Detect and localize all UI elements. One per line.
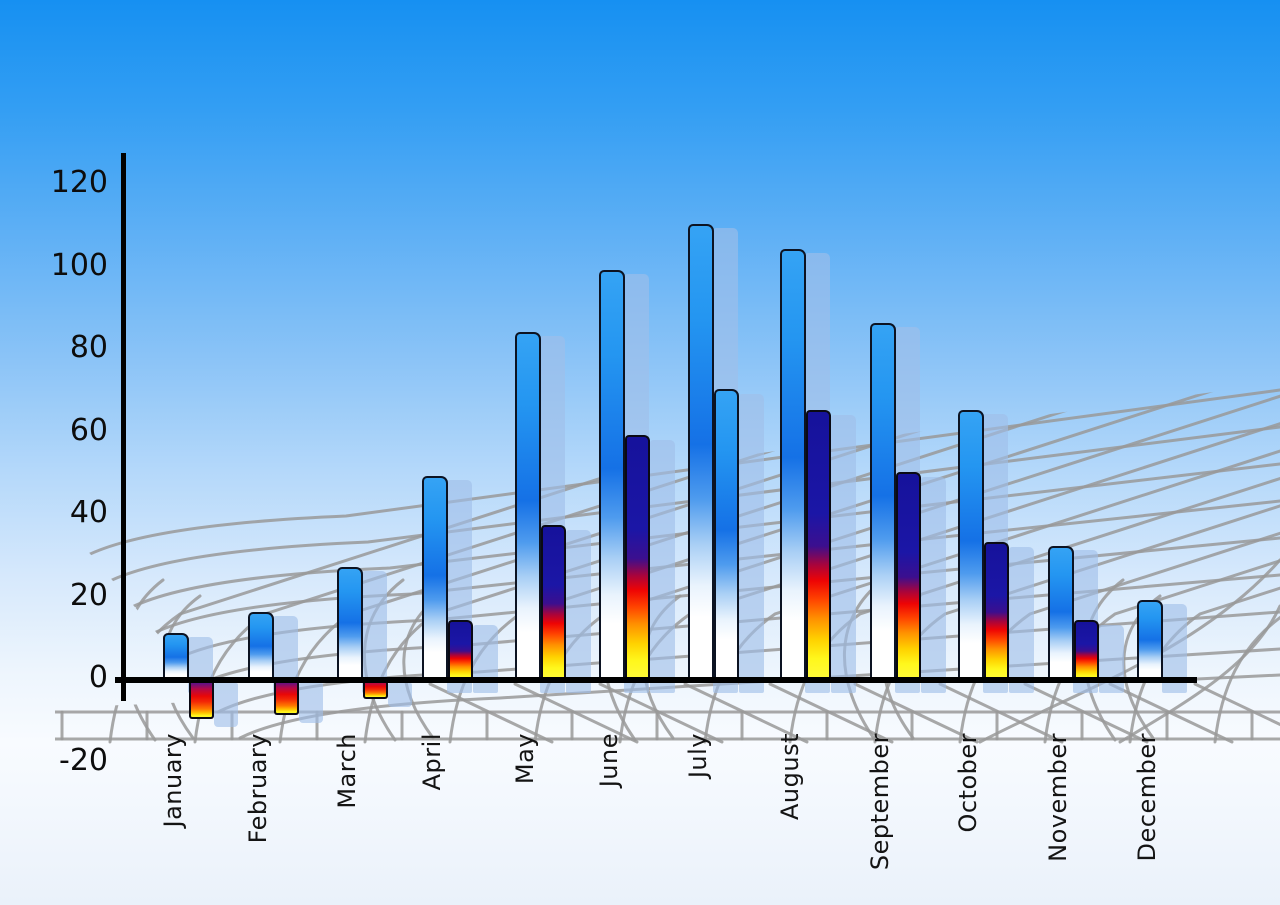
y-tick-label--20: -20 [59, 742, 108, 778]
bar-shadow-secondary-june [650, 439, 675, 693]
bar-shadow-secondary-september [921, 476, 946, 693]
bar-shadow-secondary-march [388, 683, 412, 707]
y-tick-label-80: 80 [69, 330, 108, 365]
bar-secondary-june [625, 434, 650, 680]
bar-primary-december [1137, 599, 1163, 681]
bar-secondary-february [274, 677, 299, 716]
bar-primary-march [337, 566, 363, 681]
bar-primary-november [1048, 546, 1074, 681]
bar-shadow-secondary-may [566, 530, 591, 693]
bar-secondary-may [541, 525, 566, 680]
grid-line [84, 388, 1280, 558]
y-axis-line [121, 153, 126, 701]
x-tick-label-april: April [418, 733, 446, 791]
x-tick-label-july: July [684, 733, 712, 779]
y-tick-label-100: 100 [50, 247, 108, 283]
y-tick-label-60: 60 [69, 412, 108, 448]
bar-primary-april [422, 475, 448, 681]
x-axis-zero-line [115, 677, 1197, 683]
bar-secondary-january [189, 677, 214, 720]
bar-shadow-secondary-january [214, 683, 238, 728]
x-tick-label-september: September [866, 733, 894, 871]
bar-secondary-april [448, 620, 473, 680]
bar-primary-february [248, 612, 274, 681]
bar-secondary-august [806, 409, 831, 680]
y-tick-label-20: 20 [69, 577, 108, 613]
x-tick-label-october: October [954, 733, 982, 833]
bar-primary-july [688, 224, 714, 681]
x-tick-label-december: December [1133, 733, 1161, 862]
bar-primary-october [958, 409, 984, 681]
bar-primary-january [163, 632, 189, 681]
grid-line [1118, 604, 1280, 744]
y-tick-label-0: 0 [88, 660, 108, 695]
bar-shadow-secondary-july [739, 394, 764, 693]
bar-secondary-september [896, 471, 921, 680]
bar-shadow-secondary-august [831, 414, 856, 693]
bar-shadow-secondary-october [1009, 546, 1034, 693]
grid-line [1213, 383, 1280, 744]
bar-secondary-october [984, 541, 1009, 680]
x-tick-label-january: January [159, 733, 187, 828]
x-tick-label-november: November [1044, 733, 1072, 862]
x-tick-label-february: February [244, 733, 272, 844]
y-tick-label-120: 120 [50, 165, 108, 200]
y-tick-label-40: 40 [69, 495, 108, 530]
grid-line [106, 425, 1280, 584]
x-tick-label-may: May [511, 733, 539, 785]
x-tick-label-march: March [333, 733, 361, 809]
bar-secondary-july [714, 389, 739, 680]
bar-shadow-secondary-february [299, 683, 323, 724]
bar-primary-september [870, 323, 896, 681]
bar-primary-may [515, 331, 541, 681]
bar-shadow-primary-march [362, 570, 387, 693]
bar-secondary-november [1074, 620, 1099, 680]
bar-primary-august [780, 249, 806, 681]
grid-line [1195, 673, 1280, 681]
x-tick-label-august: August [776, 733, 804, 820]
bar-primary-june [599, 269, 625, 681]
x-tick-label-june: June [595, 733, 623, 788]
